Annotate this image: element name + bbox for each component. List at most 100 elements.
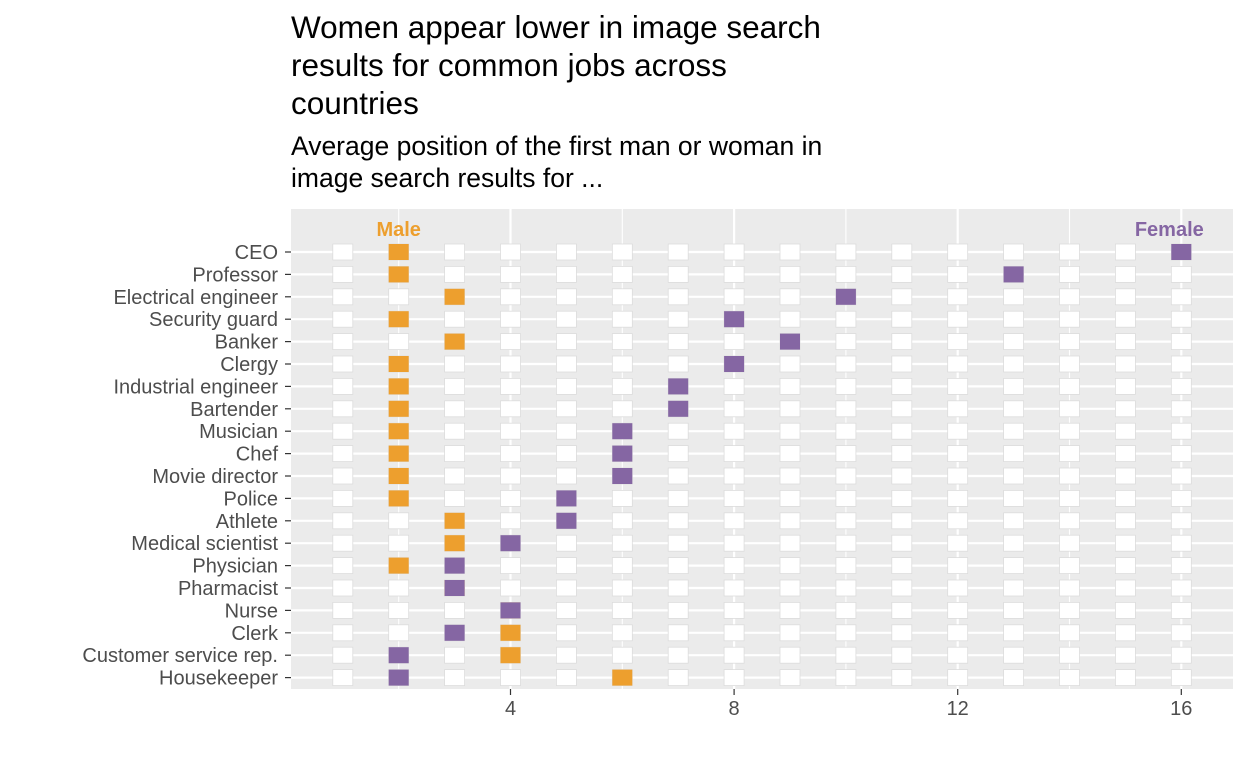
empty-square xyxy=(723,602,745,619)
empty-square xyxy=(835,265,857,283)
empty-square xyxy=(667,534,689,552)
empty-square xyxy=(891,602,913,619)
empty-square xyxy=(1059,467,1080,485)
empty-square xyxy=(332,377,354,395)
empty-square xyxy=(947,602,969,619)
empty-square xyxy=(1003,557,1024,574)
empty-square xyxy=(667,489,689,507)
empty-square xyxy=(723,400,745,418)
empty-square xyxy=(947,534,969,552)
empty-square xyxy=(835,646,857,664)
empty-square xyxy=(947,265,969,283)
empty-square xyxy=(723,265,745,283)
empty-square xyxy=(1170,602,1192,619)
empty-square xyxy=(1059,579,1080,597)
empty-square xyxy=(947,243,969,261)
empty-square xyxy=(947,646,969,664)
empty-square xyxy=(779,624,801,642)
empty-square xyxy=(1003,243,1024,261)
empty-square xyxy=(332,534,354,552)
empty-square xyxy=(891,646,913,664)
empty-square xyxy=(1115,534,1136,552)
empty-square xyxy=(444,602,466,619)
male-point xyxy=(388,557,409,574)
empty-square xyxy=(723,512,745,530)
empty-square xyxy=(332,624,354,642)
empty-square xyxy=(835,579,857,597)
empty-square xyxy=(1170,467,1192,485)
empty-square xyxy=(947,467,969,485)
empty-square xyxy=(723,377,745,395)
empty-square xyxy=(556,445,577,463)
empty-square xyxy=(667,310,689,328)
empty-square xyxy=(1003,310,1024,328)
empty-square xyxy=(1170,534,1192,552)
empty-square xyxy=(1115,557,1136,574)
empty-square xyxy=(1059,333,1080,351)
empty-square xyxy=(667,288,689,306)
empty-square xyxy=(611,489,633,507)
empty-square xyxy=(1170,512,1192,530)
empty-square xyxy=(723,467,745,485)
male-point xyxy=(444,512,465,529)
female-point xyxy=(444,557,465,574)
empty-square xyxy=(1115,467,1136,485)
empty-square xyxy=(332,355,354,373)
empty-square xyxy=(723,243,745,261)
empty-square xyxy=(947,489,969,507)
empty-square xyxy=(1003,333,1024,351)
empty-square xyxy=(891,445,913,463)
female-point xyxy=(444,624,465,641)
empty-square xyxy=(891,669,913,686)
empty-square xyxy=(388,579,410,597)
empty-square xyxy=(947,400,969,418)
empty-square xyxy=(891,377,913,395)
empty-square xyxy=(779,467,801,485)
empty-square xyxy=(444,310,466,328)
empty-square xyxy=(444,400,466,418)
y-tick-label: CEO xyxy=(235,242,278,264)
empty-square xyxy=(779,512,801,530)
empty-square xyxy=(667,243,689,261)
empty-square xyxy=(835,489,857,507)
chart-title: Women appear lower in image search resul… xyxy=(291,9,821,121)
empty-square xyxy=(779,646,801,664)
y-tick-label: Housekeeper xyxy=(159,668,278,690)
empty-square xyxy=(723,288,745,306)
empty-square xyxy=(667,333,689,351)
empty-square xyxy=(723,557,745,574)
female-point xyxy=(780,333,800,350)
male-point xyxy=(388,400,409,417)
empty-square xyxy=(667,669,689,686)
y-tick-label: Security guard xyxy=(149,309,278,331)
empty-square xyxy=(891,355,913,373)
empty-square xyxy=(611,310,633,328)
empty-square xyxy=(332,669,354,686)
empty-square xyxy=(1003,467,1024,485)
empty-square xyxy=(835,400,857,418)
empty-square xyxy=(835,557,857,574)
empty-square xyxy=(779,422,801,440)
empty-square xyxy=(723,333,745,351)
empty-square xyxy=(835,310,857,328)
male-point xyxy=(612,669,633,686)
x-tick-label: 4 xyxy=(505,698,516,720)
empty-square xyxy=(500,288,521,306)
empty-square xyxy=(332,422,354,440)
empty-square xyxy=(947,377,969,395)
empty-square xyxy=(835,624,857,642)
empty-square xyxy=(332,310,354,328)
y-tick-label: Clergy xyxy=(220,354,278,376)
empty-square xyxy=(835,243,857,261)
female-point xyxy=(444,580,465,596)
empty-square xyxy=(500,489,521,507)
empty-square xyxy=(611,602,633,619)
y-tick-label: Police xyxy=(224,488,278,510)
empty-square xyxy=(500,377,521,395)
empty-square xyxy=(611,243,633,261)
empty-square xyxy=(556,602,577,619)
female-point xyxy=(612,445,633,462)
x-tick-label: 12 xyxy=(947,698,969,720)
